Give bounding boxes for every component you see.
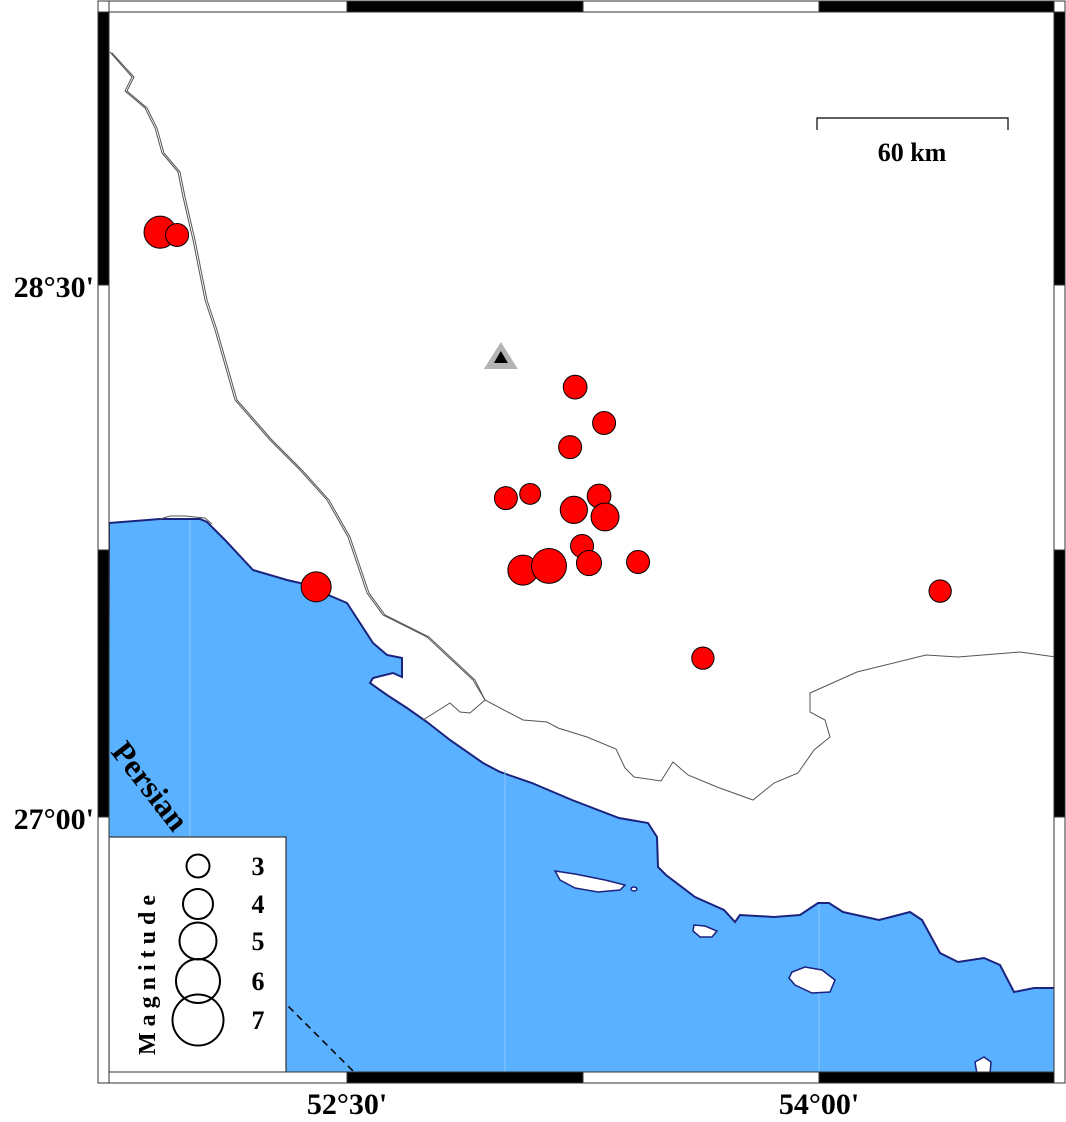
earthquake-events [143,215,952,670]
legend-label: 5 [252,927,265,956]
legend-circle [185,853,211,879]
earthquake-event [562,374,588,400]
magnitude-legend: Magnitude 3 4 5 6 7 [109,836,287,1072]
legend-label: 3 [252,852,265,881]
boundary-dashed-line [279,997,356,1072]
earthquake-event [165,222,190,247]
scale-bar-label: 60 km [878,138,947,167]
legend-circle [175,958,221,1004]
lat-label-27-00: 27°00' [14,803,94,836]
scale-bar: 60 km [816,117,1009,167]
earthquake-event [558,435,583,460]
earthquake-event [575,550,603,577]
legend-title: Magnitude [135,889,161,1055]
legend-label: 4 [252,890,265,919]
lat-label-28-30: 28°30' [14,271,94,304]
earthquake-event [626,549,651,574]
province-borders [109,51,1054,801]
lon-label-52-30: 52°30' [307,1088,387,1121]
earthquake-event [592,410,617,435]
earthquake-event [531,547,567,584]
legend-label: 7 [252,1006,265,1035]
earthquake-event [928,579,952,603]
map-frame [97,0,1066,1084]
lon-label-54-00: 54°00' [779,1088,859,1121]
earthquake-event [519,482,542,505]
sea-area [109,518,1054,1072]
earthquake-event [300,571,332,603]
islands [553,870,992,1072]
station-marker [483,341,518,369]
earthquake-event [559,495,588,524]
earthquake-event [691,646,715,670]
earthquake-event [590,502,620,532]
legend-circle [182,888,214,920]
station-inner-triangle [493,350,508,363]
earthquake-event [493,486,518,511]
legend-circle [171,993,225,1047]
legend-label: 6 [252,967,265,996]
